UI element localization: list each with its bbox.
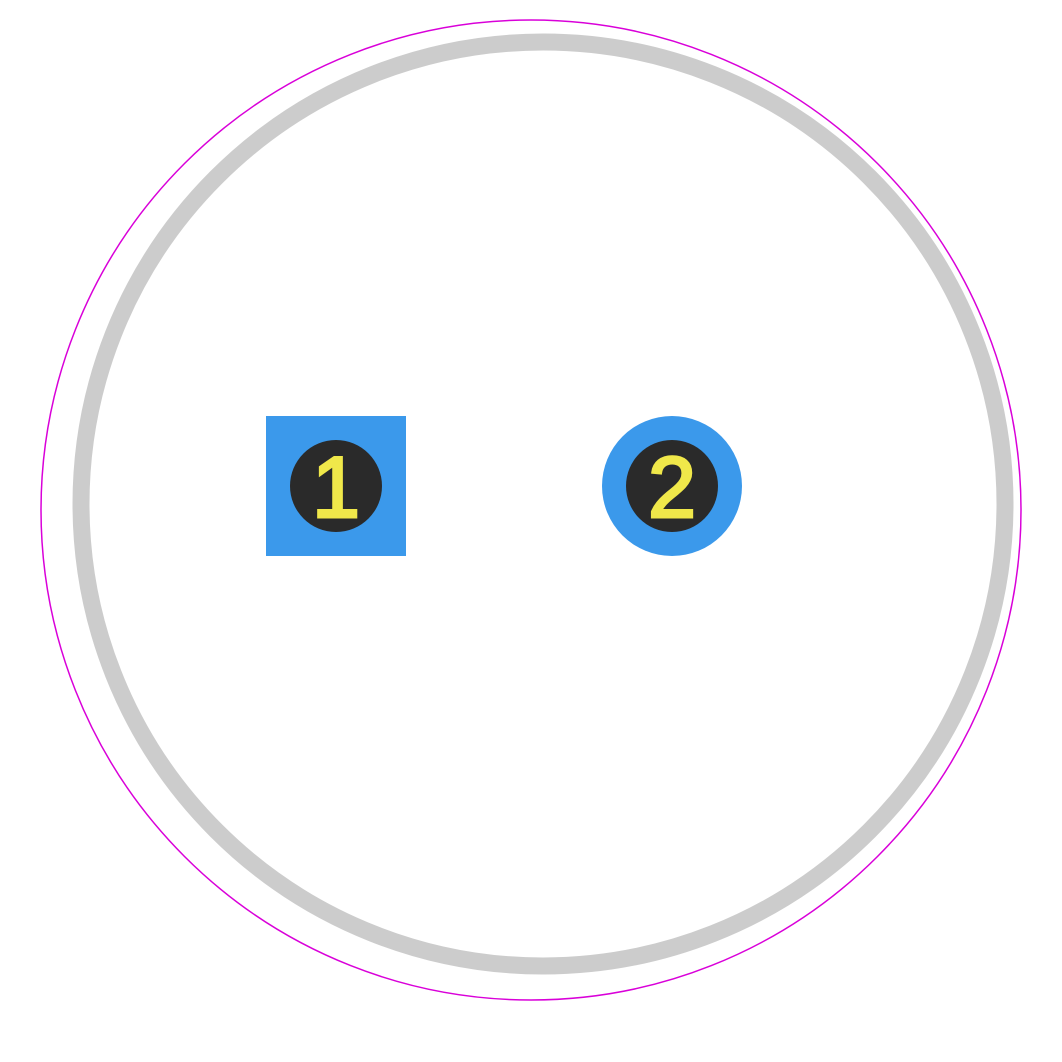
canvas-background <box>0 0 1062 1062</box>
pad-2-label: 2 <box>648 440 696 536</box>
pad-2: 2 <box>602 416 742 556</box>
pad-1-label: 1 <box>312 440 360 536</box>
pad-1: 1 <box>266 416 406 556</box>
footprint-diagram: 12 <box>0 0 1062 1062</box>
